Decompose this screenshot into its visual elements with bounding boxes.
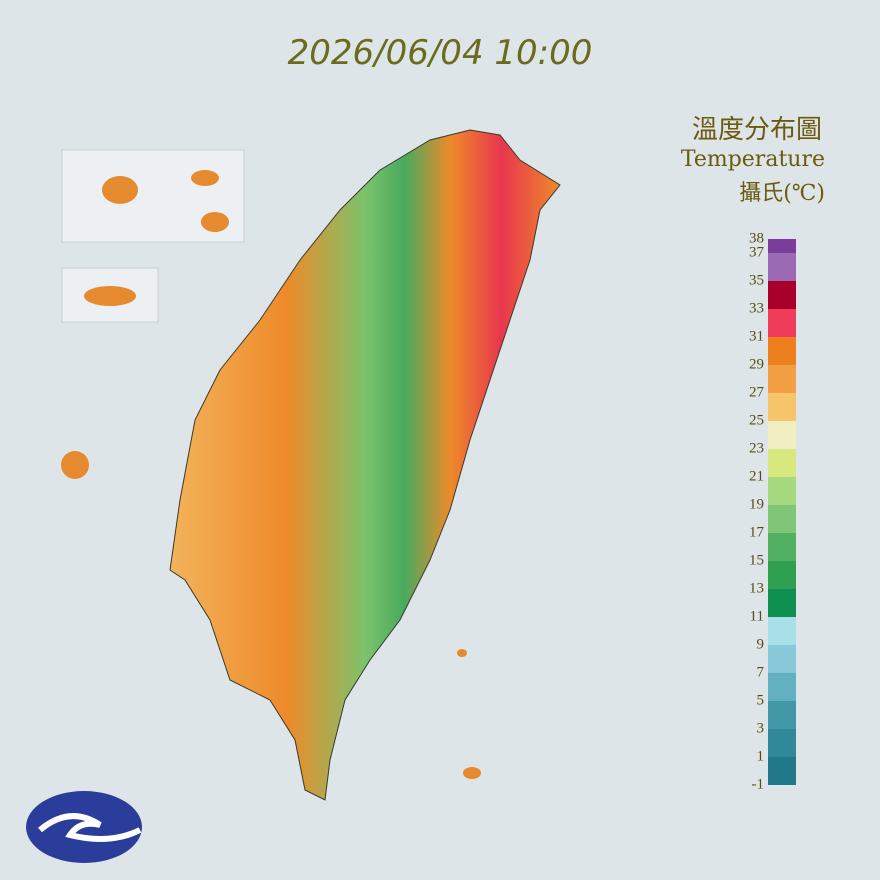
color-band bbox=[768, 673, 796, 701]
color-band bbox=[768, 421, 796, 449]
legend-subtitle: Temperature bbox=[681, 147, 825, 172]
map-title: 2026/06/04 10:00 bbox=[288, 33, 593, 73]
color-band bbox=[768, 365, 796, 393]
color-band bbox=[768, 533, 796, 561]
tick-label: 29 bbox=[749, 356, 764, 372]
tick-label: 5 bbox=[757, 692, 765, 708]
tick-label: 37 bbox=[749, 244, 765, 260]
color-band bbox=[768, 449, 796, 477]
color-band bbox=[768, 729, 796, 757]
tick-label: 7 bbox=[757, 664, 765, 680]
color-band bbox=[768, 281, 796, 309]
legend-title: 溫度分布圖 bbox=[692, 115, 822, 145]
color-band bbox=[768, 239, 796, 253]
tick-label: 9 bbox=[757, 636, 765, 652]
color-band bbox=[768, 337, 796, 365]
tick-label: 25 bbox=[749, 412, 764, 428]
color-band bbox=[768, 393, 796, 421]
tick-label: -1 bbox=[752, 776, 765, 792]
tick-label: 33 bbox=[749, 300, 764, 316]
tick-label: 1 bbox=[757, 748, 765, 764]
map bbox=[26, 129, 561, 863]
tick-label: 11 bbox=[750, 608, 764, 624]
tick-label: 15 bbox=[749, 552, 764, 568]
color-band bbox=[768, 645, 796, 673]
color-band bbox=[768, 757, 796, 785]
tick-label: 27 bbox=[749, 384, 765, 400]
color-band bbox=[768, 253, 796, 281]
color-band bbox=[768, 617, 796, 645]
tick-label: 23 bbox=[749, 440, 764, 456]
tick-label: 19 bbox=[749, 496, 764, 512]
color-band bbox=[768, 309, 796, 337]
color-band bbox=[768, 589, 796, 617]
tick-label: 17 bbox=[749, 524, 765, 540]
tick-label: 35 bbox=[749, 272, 764, 288]
tick-label: 13 bbox=[749, 580, 764, 596]
color-band bbox=[768, 561, 796, 589]
tick-label: 3 bbox=[757, 720, 765, 736]
legend-unit: 攝氏(℃) bbox=[739, 181, 825, 206]
color-band bbox=[768, 477, 796, 505]
tick-label: 21 bbox=[749, 468, 764, 484]
color-band bbox=[768, 701, 796, 729]
color-band bbox=[768, 505, 796, 533]
tick-label: 31 bbox=[749, 328, 764, 344]
tick-label: 38 bbox=[749, 230, 764, 246]
